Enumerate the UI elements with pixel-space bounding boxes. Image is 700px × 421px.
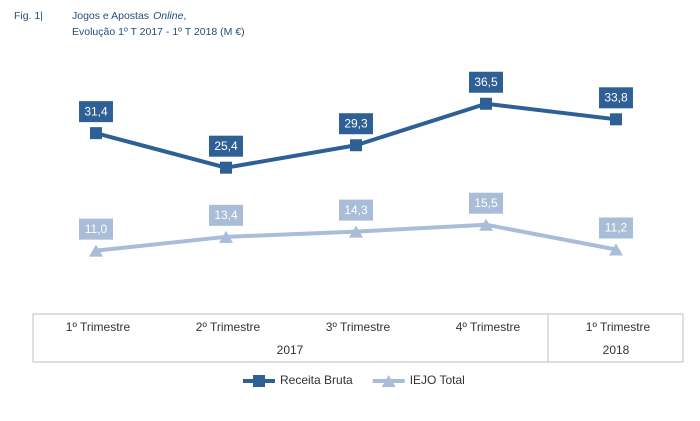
marker — [479, 218, 493, 231]
value-label-box — [599, 217, 633, 239]
legend-marker — [253, 375, 265, 387]
marker — [219, 230, 233, 243]
x-tick-label: 4º Trimestre — [456, 320, 521, 334]
value-label-box — [79, 101, 113, 123]
title-comma: , — [183, 10, 186, 22]
fig-label: Fig. 1| — [14, 10, 43, 22]
value-label: 29,3 — [344, 116, 368, 130]
marker — [480, 97, 492, 110]
group-label: 2017 — [277, 343, 304, 357]
marker — [90, 127, 102, 140]
value-label-box — [209, 135, 243, 157]
value-label-box — [599, 87, 633, 109]
value-label: 11,2 — [605, 221, 628, 235]
value-label: 13,4 — [214, 208, 238, 222]
marker — [220, 161, 232, 174]
value-label: 14,3 — [344, 203, 368, 217]
value-label-box — [209, 204, 243, 226]
category-table — [32, 313, 684, 363]
value-label: 15,5 — [474, 196, 498, 210]
legend-label: Receita Bruta — [280, 373, 353, 387]
value-label-box — [339, 199, 373, 221]
marker — [350, 139, 362, 152]
value-label: 31,4 — [84, 104, 108, 118]
chart-title: Jogos e Apostas Online, — [72, 10, 186, 22]
value-label-box — [469, 71, 503, 93]
x-tick-label: 1º Trimestre — [586, 320, 651, 334]
value-label: 25,4 — [214, 139, 238, 153]
value-label: 11,0 — [85, 222, 108, 236]
value-label: 36,5 — [474, 75, 498, 89]
value-label-box — [339, 113, 373, 135]
marker — [89, 244, 103, 257]
legend-marker — [381, 375, 396, 387]
marker — [610, 113, 622, 126]
marker — [609, 243, 623, 256]
x-tick-label: 2º Trimestre — [196, 320, 261, 334]
x-tick-label: 3º Trimestre — [326, 320, 391, 334]
group-label: 2018 — [603, 343, 630, 357]
value-label-box — [469, 192, 503, 214]
x-tick-label: 1º Trimestre — [66, 320, 131, 334]
chart-subtitle: Evolução 1º T 2017 - 1º T 2018 (M €) — [72, 26, 245, 38]
legend-label: IEJO Total — [410, 373, 465, 387]
title-emphasis: Online — [153, 10, 184, 22]
marker — [349, 225, 363, 238]
title-text: Jogos e Apostas — [72, 10, 149, 22]
value-label-box — [79, 218, 113, 240]
value-label: 33,8 — [604, 90, 628, 104]
